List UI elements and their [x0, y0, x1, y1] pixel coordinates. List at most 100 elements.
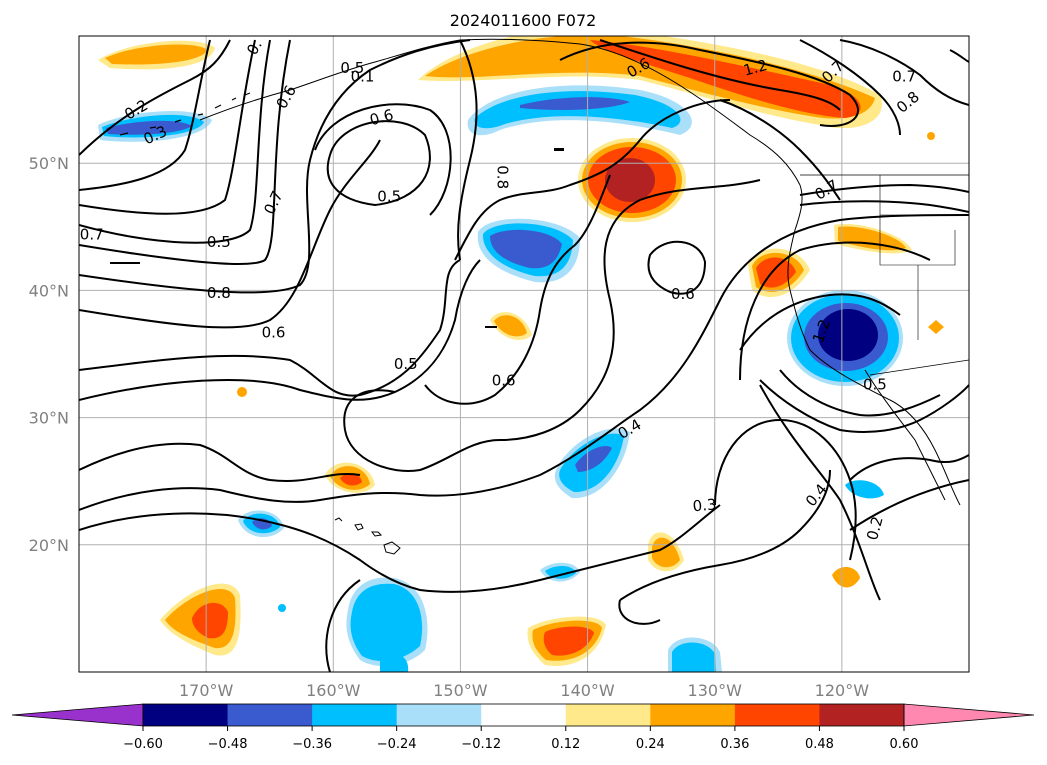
contour-line — [759, 379, 969, 433]
negative-anomaly — [490, 229, 562, 269]
positive-anomaly — [838, 226, 906, 251]
colorbar-tick-label: 0.48 — [805, 737, 834, 752]
colorbar-swatch — [481, 704, 567, 726]
contour-label: 0.6 — [492, 372, 516, 390]
longitude-tick-label: 160°W — [306, 681, 361, 700]
colorbar-tick-label: −0.12 — [461, 737, 501, 752]
contour-label: 0.8 — [493, 165, 511, 189]
contour-line — [79, 39, 211, 191]
contour-line — [79, 504, 721, 593]
contour-label: 0.5 — [207, 233, 231, 251]
colorbar-tick-label: −0.36 — [292, 737, 332, 752]
negative-anomaly — [672, 642, 716, 672]
contour-line — [799, 39, 901, 136]
positive-anomaly — [105, 44, 208, 65]
colorbar-swatch — [819, 704, 905, 726]
colorbar-swatch — [734, 704, 820, 726]
negative-anomaly — [278, 604, 286, 612]
contour-label: 0.3 — [692, 495, 717, 515]
negative-anomaly — [350, 583, 423, 661]
coastlines — [110, 38, 969, 555]
contour-line — [424, 174, 611, 405]
contour-line — [79, 214, 969, 511]
contour-line — [779, 369, 941, 417]
longitude-tick-label: 170°W — [179, 681, 234, 700]
negative-anomaly — [380, 653, 409, 672]
contour-line — [839, 39, 969, 106]
contour-line — [739, 241, 931, 381]
colorbar-tick-label: 0.24 — [636, 737, 665, 752]
positive-anomaly — [927, 132, 935, 140]
colorbar-swatch — [312, 704, 398, 726]
coastline-baja — [864, 369, 946, 501]
contour-line — [759, 384, 881, 601]
coastline-north-america — [787, 184, 961, 506]
positive-anomaly — [543, 626, 594, 656]
contour-label: 0.6 — [262, 323, 286, 341]
coastline-alaska — [199, 38, 801, 186]
colorbar-extend-over — [903, 703, 1035, 727]
latitude-tick-label: 20°N — [29, 536, 69, 555]
negative-anomaly — [545, 565, 576, 579]
contour-line — [739, 293, 901, 351]
contour-line — [799, 200, 969, 213]
latitude-tick-label: 50°N — [29, 154, 69, 173]
contour-line — [314, 103, 452, 216]
contour-line — [719, 99, 841, 201]
contour-line — [559, 41, 860, 127]
longitude-tick-label: 130°W — [688, 681, 743, 700]
coastline-aleutians — [119, 92, 251, 136]
contour-line — [849, 479, 969, 531]
coastline-hawaii — [334, 517, 401, 555]
map-title: 2024011600 F072 — [450, 11, 597, 30]
contour-line — [325, 579, 361, 672]
contour-line — [599, 39, 841, 111]
contour-line — [799, 183, 969, 196]
negative-anomaly — [520, 97, 630, 110]
contour-label: 0.2 — [863, 514, 887, 542]
colorbar-extend-under — [11, 703, 144, 727]
map-content: 0.20.30.0.60.10.50.60.50.70.50.70.80.60.… — [79, 36, 969, 672]
contour-line — [326, 120, 431, 207]
contour-line — [344, 179, 761, 472]
latitude-tick-labels: 20°N 30°N 40°N 50°N — [29, 154, 69, 555]
positive-anomaly — [928, 320, 944, 334]
colorbar-swatch — [227, 704, 313, 726]
colorbar-swatch — [143, 704, 229, 726]
colorbar-swatch — [396, 704, 482, 726]
colorbar-swatch — [565, 704, 651, 726]
positive-anomaly — [832, 566, 860, 588]
contour-label: 0.8 — [207, 284, 231, 302]
contour-line — [79, 39, 291, 266]
contour-line — [343, 389, 396, 431]
contour-line — [849, 454, 969, 481]
longitude-tick-labels: 170°W 160°W 150°W 140°W 130°W 120°W — [179, 681, 869, 700]
negative-anomaly — [575, 445, 612, 472]
contour-line — [647, 240, 707, 295]
contour-line — [714, 418, 857, 561]
colorbar: −0.60 −0.48 −0.36 −0.24 −0.12 0.12 0.24 0.36 0.4… — [11, 703, 1035, 752]
border-usa-mexico — [869, 359, 969, 376]
colorbar-tick-label: 0.36 — [720, 737, 749, 752]
contour-line — [79, 39, 271, 244]
contour-label: 0.5 — [863, 376, 887, 394]
latitude-tick-label: 30°N — [29, 409, 69, 428]
contour-line — [79, 259, 481, 401]
contour-label: 1.2 — [742, 56, 770, 80]
contour-label: 0.6 — [671, 285, 695, 303]
longitude-tick-label: 120°W — [815, 681, 870, 700]
positive-anomaly — [605, 158, 655, 202]
colorbar-frame — [142, 703, 905, 727]
contour-label: 0.5 — [340, 59, 364, 77]
contour-line — [949, 49, 969, 63]
contour-line — [79, 259, 461, 397]
contour-label: 0.5 — [377, 187, 401, 205]
contour-line — [79, 39, 256, 215]
contour-label: 0.6 — [368, 106, 396, 130]
contour-lines — [79, 39, 969, 672]
contour-line — [79, 39, 471, 294]
colorbar-tick-label: 0.12 — [551, 737, 580, 752]
colorbar-tick-label: −0.24 — [377, 737, 417, 752]
contour-line — [79, 442, 361, 482]
